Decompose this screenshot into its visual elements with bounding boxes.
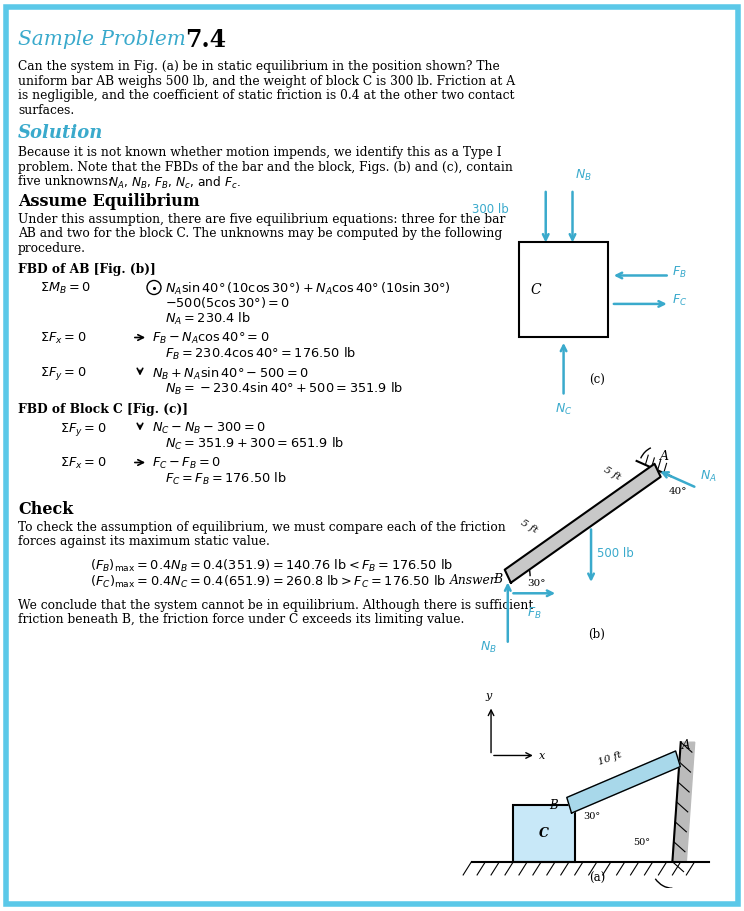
Text: $F_C - F_B = 0$: $F_C - F_B = 0$ [152, 456, 221, 471]
Text: $\Sigma F_x = 0$: $\Sigma F_x = 0$ [40, 331, 86, 345]
Text: (a): (a) [589, 872, 605, 885]
Polygon shape [504, 464, 661, 583]
Text: 7.4: 7.4 [185, 28, 226, 52]
Text: five unknowns:: five unknowns: [18, 175, 116, 188]
Text: $F_B = 230.4\cos 40° = 176.50\ \mathrm{lb}$: $F_B = 230.4\cos 40° = 176.50\ \mathrm{l… [165, 345, 356, 362]
Text: 30°: 30° [527, 579, 546, 589]
Text: B: B [493, 573, 502, 586]
Text: To check the assumption of equilibrium, we must compare each of the friction: To check the assumption of equilibrium, … [18, 520, 506, 534]
Polygon shape [673, 742, 695, 862]
Text: is negligible, and the coefficient of static friction is 0.4 at the other two co: is negligible, and the coefficient of st… [18, 89, 515, 102]
Text: We conclude that the system cannot be in equilibrium. Although there is sufficie: We conclude that the system cannot be in… [18, 599, 533, 611]
Text: $N_A$, $N_B$, $F_B$, $N_c$, and $F_c$.: $N_A$, $N_B$, $F_B$, $N_c$, and $F_c$. [108, 175, 241, 191]
Text: uniform bar AB weighs 500 lb, and the weight of block C is 300 lb. Friction at A: uniform bar AB weighs 500 lb, and the we… [18, 75, 515, 87]
Polygon shape [567, 751, 680, 814]
Text: A: A [682, 739, 690, 752]
Text: $(F_B)_{\mathrm{max}} = 0.4N_B = 0.4(351.9) = 140.76\ \mathrm{lb} < F_B = 176.50: $(F_B)_{\mathrm{max}} = 0.4N_B = 0.4(351… [90, 558, 453, 574]
Text: Solution: Solution [18, 124, 103, 142]
Text: $F_B - N_A \cos 40° = 0$: $F_B - N_A \cos 40° = 0$ [152, 331, 269, 345]
Text: Assume Equilibrium: Assume Equilibrium [18, 193, 199, 210]
Text: $F_C = F_B = 176.50\ \mathrm{lb}$: $F_C = F_B = 176.50\ \mathrm{lb}$ [165, 470, 287, 486]
Text: C: C [539, 827, 549, 840]
Text: Check: Check [18, 500, 73, 517]
Text: $N_A = 230.4\ \mathrm{lb}$: $N_A = 230.4\ \mathrm{lb}$ [165, 311, 251, 327]
Text: $N_A$: $N_A$ [699, 469, 716, 485]
Text: $\Sigma F_y = 0$: $\Sigma F_y = 0$ [60, 421, 106, 437]
Text: procedure.: procedure. [18, 242, 86, 255]
Text: $F_C$: $F_C$ [673, 293, 687, 309]
Text: $F_B$: $F_B$ [527, 606, 542, 621]
Text: 500 lb: 500 lb [597, 548, 633, 560]
Text: 50°: 50° [633, 838, 650, 847]
Text: $N_B + N_A \sin 40° - 500 = 0$: $N_B + N_A \sin 40° - 500 = 0$ [152, 365, 309, 382]
Text: B: B [550, 799, 558, 812]
Text: (b): (b) [589, 628, 606, 640]
Text: FBD of Block C [Fig. (c)]: FBD of Block C [Fig. (c)] [18, 403, 188, 415]
Text: y: y [486, 691, 492, 701]
Text: Because it is not known whether motion impends, we identify this as a Type I: Because it is not known whether motion i… [18, 146, 501, 159]
Bar [519, 242, 609, 337]
Text: Sample Problem: Sample Problem [18, 30, 186, 49]
Text: friction beneath B, the friction force under C exceeds its limiting value.: friction beneath B, the friction force u… [18, 613, 464, 626]
Text: 10 ft: 10 ft [597, 751, 623, 767]
Text: AB and two for the block C. The unknowns may be computed by the following: AB and two for the block C. The unknowns… [18, 228, 502, 241]
Text: $(F_C)_{\mathrm{max}} = 0.4N_C = 0.4(651.9) = 260.8\ \mathrm{lb} > F_C = 176.50\: $(F_C)_{\mathrm{max}} = 0.4N_C = 0.4(651… [90, 574, 446, 589]
Text: $N_A \sin 40°\,(10\cos 30°) + N_A \cos 40°\,(10\sin 30°)$: $N_A \sin 40°\,(10\cos 30°) + N_A \cos 4… [165, 281, 451, 297]
Text: 5 ft: 5 ft [602, 465, 622, 482]
Text: 300 lb: 300 lb [472, 203, 508, 216]
Text: FBD of AB [Fig. (b)]: FBD of AB [Fig. (b)] [18, 262, 155, 275]
Text: surfaces.: surfaces. [18, 104, 74, 117]
Text: $N_C = 351.9 + 300 = 651.9\ \mathrm{lb}$: $N_C = 351.9 + 300 = 651.9\ \mathrm{lb}$ [165, 435, 344, 452]
Text: $\Sigma F_y = 0$: $\Sigma F_y = 0$ [40, 365, 86, 383]
Text: $\Sigma F_x = 0$: $\Sigma F_x = 0$ [60, 456, 106, 471]
Text: 40°: 40° [669, 487, 687, 496]
Text: $N_B$: $N_B$ [480, 640, 497, 656]
Text: (c): (c) [589, 374, 605, 387]
Text: forces against its maximum static value.: forces against its maximum static value. [18, 535, 270, 548]
Text: Under this assumption, there are five equilibrium equations: three for the bar: Under this assumption, there are five eq… [18, 213, 505, 226]
Text: $\Sigma M_B = 0$: $\Sigma M_B = 0$ [40, 281, 91, 295]
Text: 5 ft: 5 ft [519, 518, 539, 535]
Text: Can the system in Fig. (a) be in static equilibrium in the position shown? The: Can the system in Fig. (a) be in static … [18, 60, 500, 73]
Text: 30°: 30° [583, 812, 600, 821]
Text: A: A [661, 450, 670, 463]
Text: x: x [539, 751, 545, 761]
Text: $N_B = -230.4\sin 40° + 500 = 351.9\ \mathrm{lb}$: $N_B = -230.4\sin 40° + 500 = 351.9\ \ma… [165, 381, 403, 396]
Text: $N_C$: $N_C$ [555, 403, 573, 417]
Text: Answer: Answer [450, 574, 497, 587]
Text: $-500(5\cos 30°) = 0$: $-500(5\cos 30°) = 0$ [165, 295, 290, 311]
Text: C: C [530, 282, 541, 297]
Text: $N_C - N_B - 300 = 0$: $N_C - N_B - 300 = 0$ [152, 421, 266, 435]
Text: $F_B$: $F_B$ [673, 265, 687, 280]
Text: $N_B$: $N_B$ [575, 168, 592, 183]
Text: problem. Note that the FBDs of the bar and the block, Figs. (b) and (c), contain: problem. Note that the FBDs of the bar a… [18, 160, 513, 173]
Bar [513, 805, 575, 862]
